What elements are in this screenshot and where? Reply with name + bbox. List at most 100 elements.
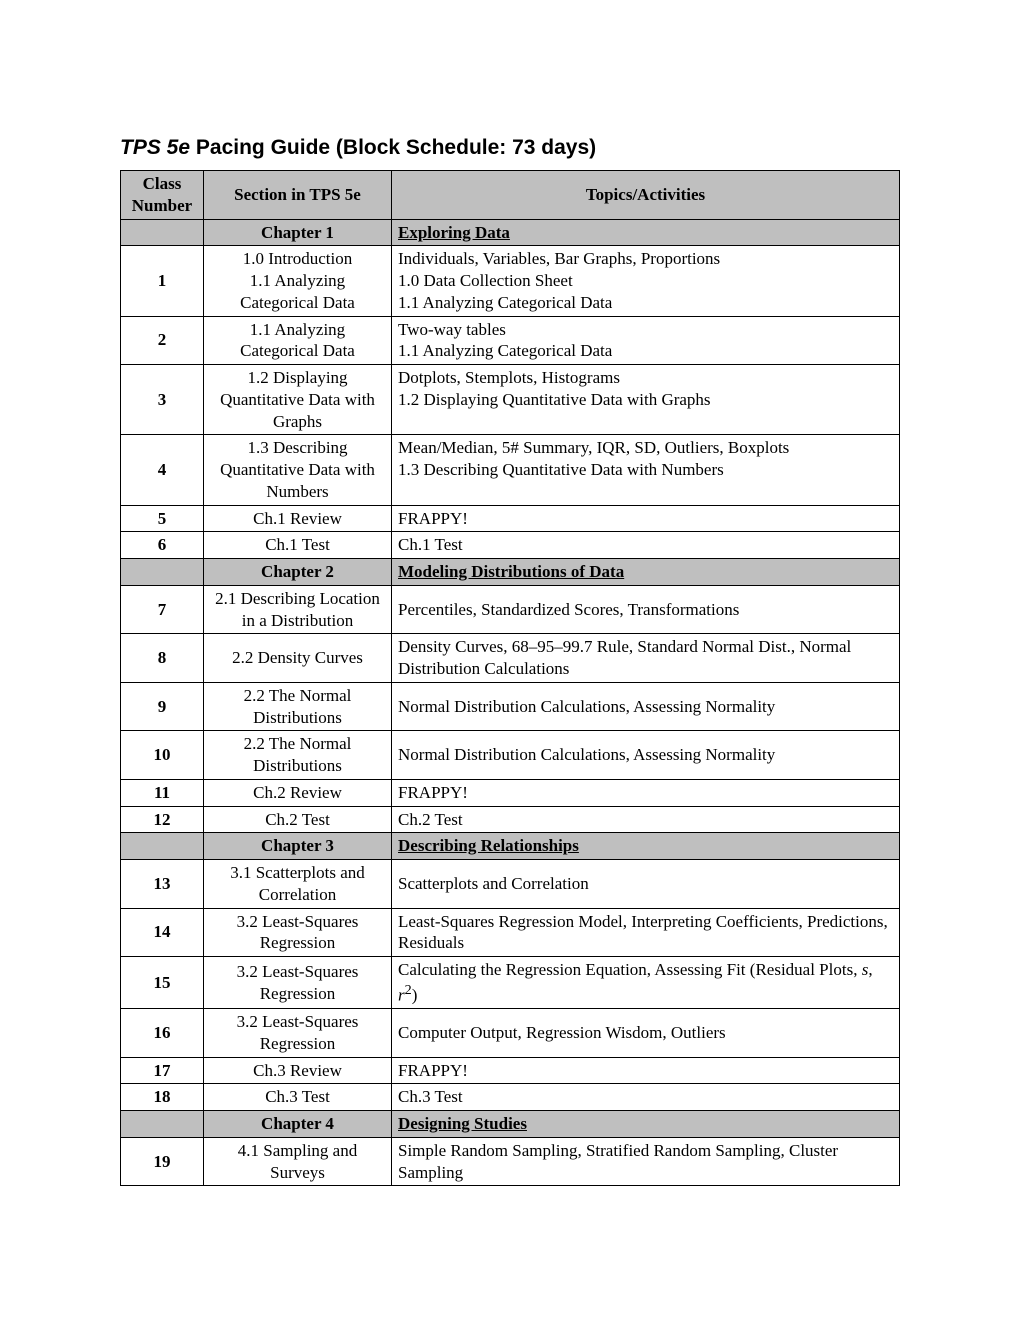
- class-number-cell: [121, 833, 204, 860]
- table-row: 163.2 Least-Squares Regression Computer O…: [121, 1009, 900, 1058]
- topics-cell: Dotplots, Stemplots, Histograms1.2 Displ…: [392, 365, 900, 435]
- topic-line: Individuals, Variables, Bar Graphs, Prop…: [398, 248, 893, 270]
- topic-line: FRAPPY!: [398, 508, 893, 530]
- topic-line: Ch.2 Test: [398, 809, 893, 831]
- topic-line: 1.1 Analyzing Categorical Data: [398, 340, 893, 362]
- section-cell: 3.2 Least-Squares Regression: [204, 1009, 392, 1058]
- table-row: 18Ch.3 TestCh.3 Test: [121, 1084, 900, 1111]
- class-number-cell: 4: [121, 435, 204, 505]
- section-cell: Ch.2 Test: [204, 806, 392, 833]
- section-cell: Chapter 3: [204, 833, 392, 860]
- class-number-cell: 18: [121, 1084, 204, 1111]
- section-cell: 1.0 Introduction1.1 Analyzing Categorica…: [204, 246, 392, 316]
- title-rest: Pacing Guide (Block Schedule: 73 days): [190, 136, 596, 159]
- topic-line: 1.1 Analyzing Categorical Data: [398, 292, 893, 314]
- topics-cell: Density Curves, 68–95–99.7 Rule, Standar…: [392, 634, 900, 683]
- section-cell: 3.2 Least-Squares Regression: [204, 957, 392, 1009]
- topics-cell: Ch.1 Test: [392, 532, 900, 559]
- page-title: TPS 5e Pacing Guide (Block Schedule: 73 …: [120, 136, 900, 160]
- section-line: 3.2 Least-Squares Regression: [210, 911, 385, 955]
- topic-line: Mean/Median, 5# Summary, IQR, SD, Outlie…: [398, 437, 893, 459]
- topics-cell: FRAPPY!: [392, 1057, 900, 1084]
- class-number-cell: 17: [121, 1057, 204, 1084]
- topic-line: Designing Studies: [398, 1113, 893, 1135]
- table-row: 11Ch.2 Review FRAPPY!: [121, 779, 900, 806]
- topics-cell: FRAPPY!: [392, 505, 900, 532]
- section-cell: 3.2 Least-Squares Regression: [204, 908, 392, 957]
- chapter-row: Chapter 4Designing Studies: [121, 1111, 900, 1138]
- section-cell: 2.1 Describing Location in a Distributio…: [204, 585, 392, 634]
- section-cell: Ch.1 Test: [204, 532, 392, 559]
- section-cell: 1.2 Displaying Quantitative Data with Gr…: [204, 365, 392, 435]
- col-header-class-number: Class Number: [121, 171, 204, 220]
- section-line: 2.2 The Normal Distributions: [210, 733, 385, 777]
- section-cell: 4.1 Sampling and Surveys: [204, 1137, 392, 1186]
- table-row: 82.2 Density CurvesDensity Curves, 68–95…: [121, 634, 900, 683]
- class-number-cell: 12: [121, 806, 204, 833]
- section-line: 2.1 Describing Location in a Distributio…: [210, 588, 385, 632]
- section-line: 1.1 Analyzing Categorical Data: [210, 270, 385, 314]
- table-row: 102.2 The Normal DistributionsNormal Dis…: [121, 731, 900, 780]
- header-row: Class Number Section in TPS 5e Topics/Ac…: [121, 171, 900, 220]
- section-line: Ch.2 Test: [210, 809, 385, 831]
- class-number-cell: 7: [121, 585, 204, 634]
- topics-cell: FRAPPY!: [392, 779, 900, 806]
- class-number-cell: 16: [121, 1009, 204, 1058]
- section-line: 1.1 Analyzing Categorical Data: [210, 319, 385, 363]
- table-row: 11.0 Introduction1.1 Analyzing Categoric…: [121, 246, 900, 316]
- class-number-cell: 10: [121, 731, 204, 780]
- topic-line: Percentiles, Standardized Scores, Transf…: [398, 599, 893, 621]
- topic-line: FRAPPY!: [398, 782, 893, 804]
- class-number-cell: 3: [121, 365, 204, 435]
- topic-line: Density Curves, 68–95–99.7 Rule, Standar…: [398, 636, 893, 680]
- col-header-section: Section in TPS 5e: [204, 171, 392, 220]
- topic-line: Scatterplots and Correlation: [398, 873, 893, 895]
- chapter-row: Chapter 3Describing Relationships: [121, 833, 900, 860]
- topics-cell: Simple Random Sampling, Stratified Rando…: [392, 1137, 900, 1186]
- section-cell: Ch.2 Review: [204, 779, 392, 806]
- topic-line: Normal Distribution Calculations, Assess…: [398, 696, 893, 718]
- topics-cell: Modeling Distributions of Data: [392, 559, 900, 586]
- section-cell: Ch.1 Review: [204, 505, 392, 532]
- topics-cell: Individuals, Variables, Bar Graphs, Prop…: [392, 246, 900, 316]
- topic-line: Simple Random Sampling, Stratified Rando…: [398, 1140, 893, 1184]
- section-line: 3.2 Least-Squares Regression: [210, 1011, 385, 1055]
- chapter-row: Chapter 2 Modeling Distributions of Data: [121, 559, 900, 586]
- topics-cell: Computer Output, Regression Wisdom, Outl…: [392, 1009, 900, 1058]
- section-line: 1.2 Displaying Quantitative Data with Gr…: [210, 367, 385, 432]
- topics-cell: Scatterplots and Correlation: [392, 860, 900, 909]
- topic-line: Modeling Distributions of Data: [398, 561, 893, 583]
- table-row: 6Ch.1 TestCh.1 Test: [121, 532, 900, 559]
- topic-line: Exploring Data: [398, 222, 893, 244]
- table-row: 153.2 Least-Squares RegressionCalculatin…: [121, 957, 900, 1009]
- class-number-cell: [121, 219, 204, 246]
- class-number-cell: 11: [121, 779, 204, 806]
- class-number-cell: [121, 1111, 204, 1138]
- topics-cell: Designing Studies: [392, 1111, 900, 1138]
- topic-line: Ch.3 Test: [398, 1086, 893, 1108]
- section-cell: 3.1 Scatterplots and Correlation: [204, 860, 392, 909]
- page: TPS 5e Pacing Guide (Block Schedule: 73 …: [0, 0, 1020, 1320]
- section-line: 4.1 Sampling and Surveys: [210, 1140, 385, 1184]
- topics-cell: Percentiles, Standardized Scores, Transf…: [392, 585, 900, 634]
- class-number-cell: 2: [121, 316, 204, 365]
- topics-cell: Ch.3 Test: [392, 1084, 900, 1111]
- section-cell: 2.2 The Normal Distributions: [204, 682, 392, 731]
- section-line: 2.2 The Normal Distributions: [210, 685, 385, 729]
- topic-line: Dotplots, Stemplots, Histograms: [398, 367, 893, 389]
- chapter-row: Chapter 1Exploring Data: [121, 219, 900, 246]
- topic-line: Computer Output, Regression Wisdom, Outl…: [398, 1022, 893, 1044]
- topic-line: Least-Squares Regression Model, Interpre…: [398, 911, 893, 955]
- table-row: 92.2 The Normal DistributionsNormal Dist…: [121, 682, 900, 731]
- class-number-cell: 19: [121, 1137, 204, 1186]
- topics-cell: Least-Squares Regression Model, Interpre…: [392, 908, 900, 957]
- table-row: 17Ch.3 ReviewFRAPPY!: [121, 1057, 900, 1084]
- topic-line: Calculating the Regression Equation, Ass…: [398, 959, 893, 1006]
- table-row: 31.2 Displaying Quantitative Data with G…: [121, 365, 900, 435]
- topics-cell: Mean/Median, 5# Summary, IQR, SD, Outlie…: [392, 435, 900, 505]
- section-cell: Chapter 2: [204, 559, 392, 586]
- class-number-cell: 14: [121, 908, 204, 957]
- table-row: 143.2 Least-Squares Regression Least-Squa…: [121, 908, 900, 957]
- section-line: Ch.1 Review: [210, 508, 385, 530]
- section-cell: 2.2 The Normal Distributions: [204, 731, 392, 780]
